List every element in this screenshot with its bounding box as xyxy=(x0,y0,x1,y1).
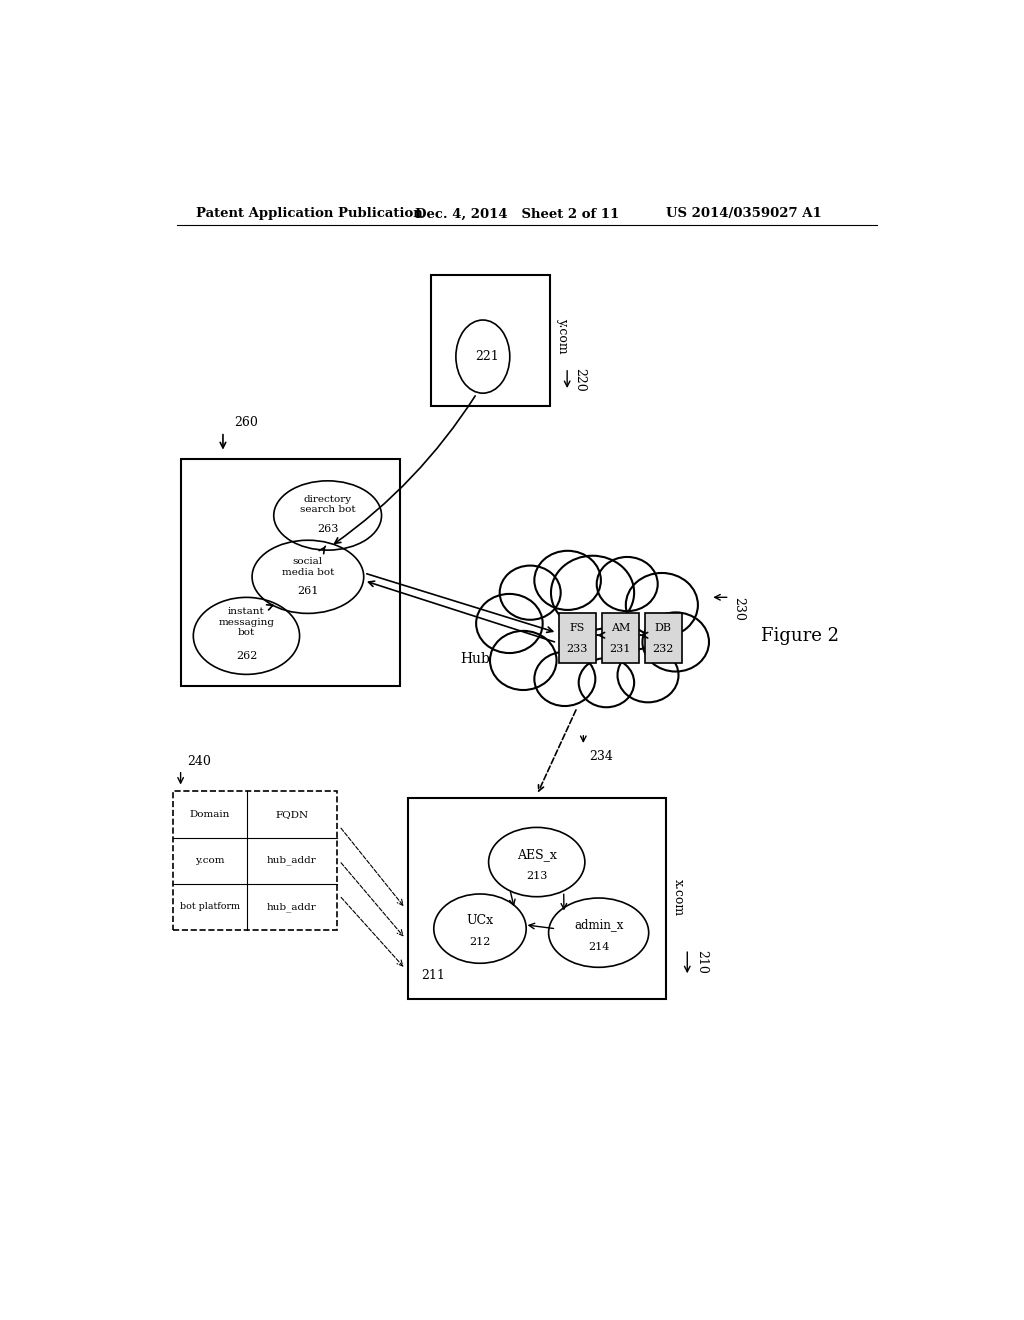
Text: hub_addr: hub_addr xyxy=(267,855,316,866)
Text: 231: 231 xyxy=(609,644,631,653)
Text: 221: 221 xyxy=(475,350,499,363)
Ellipse shape xyxy=(642,612,709,672)
Ellipse shape xyxy=(476,594,543,653)
Text: 262: 262 xyxy=(236,651,257,661)
Text: bot platform: bot platform xyxy=(180,903,240,911)
Text: x.com: x.com xyxy=(672,879,685,916)
Bar xyxy=(431,276,550,407)
Text: hub_addr: hub_addr xyxy=(267,902,316,912)
Text: 233: 233 xyxy=(566,644,588,653)
Text: Domain: Domain xyxy=(189,810,230,818)
Bar xyxy=(408,797,666,999)
Text: UCx: UCx xyxy=(466,915,494,928)
Text: 234: 234 xyxy=(589,750,612,763)
Text: 230: 230 xyxy=(732,598,744,622)
Text: FQDN: FQDN xyxy=(275,810,308,818)
Text: 263: 263 xyxy=(317,524,338,535)
Text: AM: AM xyxy=(610,623,630,632)
Text: 212: 212 xyxy=(469,937,490,948)
Ellipse shape xyxy=(535,550,601,610)
Text: 240: 240 xyxy=(186,755,211,768)
Text: admin_x: admin_x xyxy=(574,919,624,932)
Text: AES_x: AES_x xyxy=(517,847,557,861)
Text: instant
messaging
bot: instant messaging bot xyxy=(218,607,274,638)
Ellipse shape xyxy=(626,573,698,638)
Text: 210: 210 xyxy=(695,950,708,974)
Text: social
media bot: social media bot xyxy=(282,557,334,577)
Ellipse shape xyxy=(535,652,595,706)
Text: Figure 2: Figure 2 xyxy=(762,627,840,644)
Text: 211: 211 xyxy=(422,969,445,982)
Text: y.com: y.com xyxy=(195,857,224,865)
Bar xyxy=(173,792,337,929)
Text: Patent Application Publication: Patent Application Publication xyxy=(196,207,423,220)
Bar xyxy=(559,612,596,663)
Text: Dec. 4, 2014   Sheet 2 of 11: Dec. 4, 2014 Sheet 2 of 11 xyxy=(416,207,620,220)
Text: 214: 214 xyxy=(588,941,609,952)
Text: 220: 220 xyxy=(573,367,587,391)
Bar xyxy=(602,612,639,663)
Ellipse shape xyxy=(551,556,634,630)
Ellipse shape xyxy=(500,565,561,620)
Text: DB: DB xyxy=(655,623,672,632)
Ellipse shape xyxy=(579,657,634,708)
Bar xyxy=(180,459,400,686)
Text: 213: 213 xyxy=(526,871,548,880)
Bar xyxy=(645,612,682,663)
Ellipse shape xyxy=(617,648,679,702)
Text: y.com: y.com xyxy=(556,318,569,354)
Text: US 2014/0359027 A1: US 2014/0359027 A1 xyxy=(666,207,821,220)
Text: 261: 261 xyxy=(297,586,318,595)
Text: FS: FS xyxy=(569,623,585,632)
Text: 232: 232 xyxy=(652,644,674,653)
Text: Hub: Hub xyxy=(460,652,489,665)
Text: directory
search bot: directory search bot xyxy=(300,495,355,515)
Text: 260: 260 xyxy=(234,416,258,429)
Ellipse shape xyxy=(490,631,556,690)
Ellipse shape xyxy=(597,557,657,611)
